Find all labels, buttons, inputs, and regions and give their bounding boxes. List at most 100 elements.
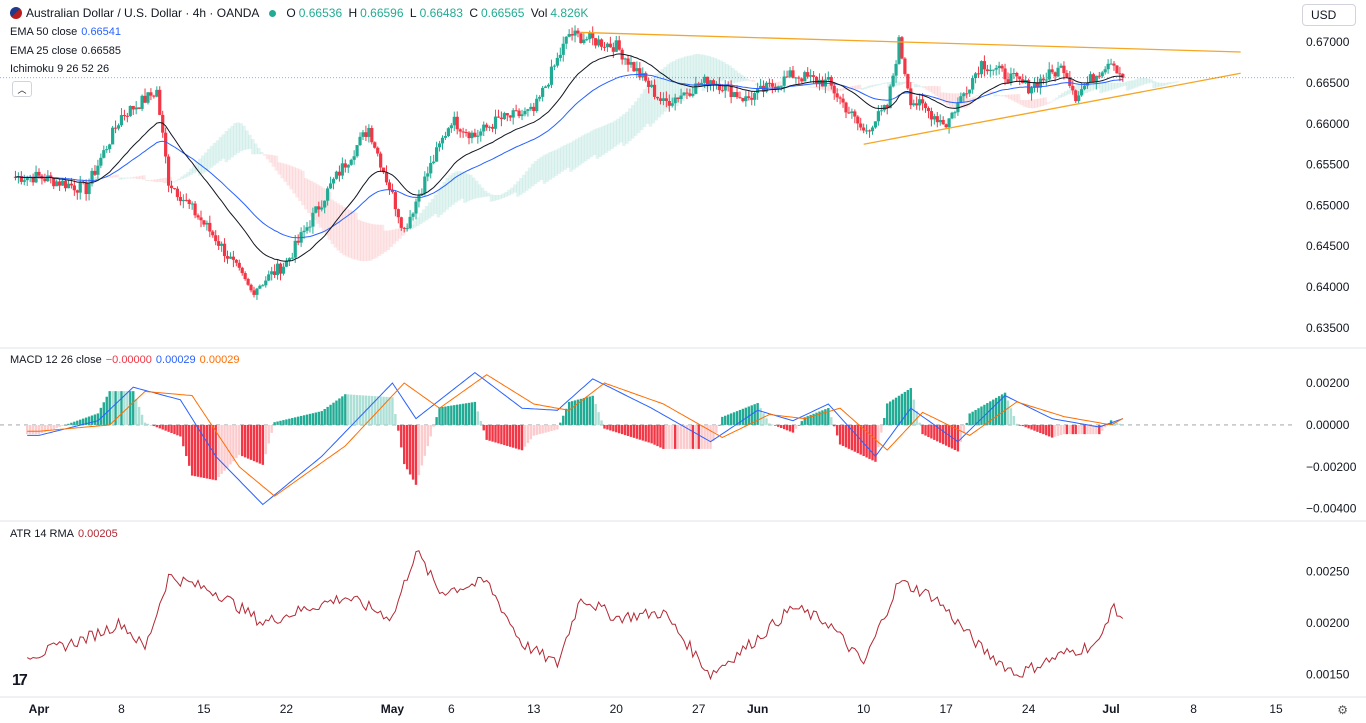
candle-body bbox=[570, 34, 574, 36]
ichimoku-cloud-segment bbox=[834, 89, 838, 92]
candle-body bbox=[629, 62, 633, 65]
macd-histogram-bar bbox=[34, 424, 38, 435]
candle-body bbox=[508, 115, 512, 118]
macd-histogram-bar bbox=[93, 414, 97, 425]
macd-histogram-bar bbox=[612, 424, 615, 432]
candle-body bbox=[393, 192, 397, 210]
macd-histogram-bar bbox=[656, 424, 659, 447]
ichimoku-cloud-segment bbox=[707, 55, 712, 88]
macd-histogram-bar bbox=[579, 398, 583, 425]
macd-histogram-bar bbox=[635, 424, 639, 439]
macd-histogram-bar bbox=[1092, 424, 1095, 435]
macd-axis-tick: −0.00400 bbox=[1306, 502, 1357, 516]
macd-histogram-bar bbox=[968, 413, 971, 425]
ichimoku-cloud-segment bbox=[448, 175, 452, 208]
macd-histogram-bar bbox=[718, 424, 721, 426]
ichimoku-cloud-segment bbox=[480, 187, 485, 198]
candle-body bbox=[134, 107, 138, 110]
macd-histogram-bar bbox=[264, 424, 267, 455]
ichimoku-cloud-segment bbox=[660, 69, 664, 115]
candle-body bbox=[122, 115, 127, 117]
candle-body bbox=[275, 263, 280, 276]
close-label: C bbox=[469, 6, 478, 20]
ichimoku-cloud-segment bbox=[801, 82, 806, 86]
gear-icon[interactable]: ⚙ bbox=[1337, 703, 1348, 717]
symbol-title[interactable]: Australian Dollar / U.S. Dollar · 4h · O… bbox=[26, 6, 260, 20]
macd-histogram-bar bbox=[196, 424, 200, 477]
ichimoku-cloud-segment bbox=[960, 93, 965, 109]
candle-body bbox=[214, 235, 218, 242]
macd-histogram-bar bbox=[226, 424, 229, 468]
legend-atr[interactable]: ATR 14 RMA 0.00205 bbox=[10, 528, 118, 540]
candle-body bbox=[78, 181, 82, 193]
macd-histogram-bar bbox=[1101, 424, 1104, 431]
macd-histogram-bar bbox=[894, 397, 898, 425]
ichimoku-cloud-segment bbox=[557, 148, 561, 174]
macd-histogram-bar bbox=[341, 396, 344, 425]
macd-histogram-bar bbox=[158, 424, 161, 429]
macd-histogram-bar bbox=[302, 415, 306, 425]
candle-body bbox=[1071, 85, 1075, 91]
ichimoku-cloud-segment bbox=[869, 85, 874, 88]
candle-body bbox=[596, 39, 601, 46]
macd-histogram-bar bbox=[79, 419, 82, 425]
ichimoku-cloud-segment bbox=[728, 65, 732, 85]
ichimoku-cloud-segment bbox=[775, 82, 779, 87]
macd-histogram-bar bbox=[647, 424, 650, 443]
legend-ema25[interactable]: EMA 25 close 0.66585 bbox=[10, 45, 121, 57]
ichimoku-cloud-segment bbox=[884, 82, 888, 84]
candle-body bbox=[582, 39, 586, 43]
ichimoku-cloud-segment bbox=[365, 222, 370, 261]
candle-body bbox=[694, 83, 698, 94]
candle-body bbox=[976, 73, 981, 75]
legend-ema50[interactable]: EMA 50 close 0.66541 bbox=[10, 26, 121, 38]
ichimoku-cloud-segment bbox=[922, 86, 927, 89]
currency-selector[interactable]: USD bbox=[1302, 4, 1356, 26]
macd-histogram-bar bbox=[344, 394, 347, 425]
candle-body bbox=[340, 163, 344, 176]
ichimoku-cloud-segment bbox=[663, 66, 667, 112]
macd-line bbox=[27, 371, 1123, 506]
ichimoku-cloud-segment bbox=[952, 93, 956, 109]
macd-histogram-bar bbox=[282, 420, 285, 425]
macd-histogram-bar bbox=[623, 424, 627, 436]
candle-body bbox=[732, 92, 736, 97]
candle-body bbox=[90, 170, 94, 184]
macd-histogram-bar bbox=[673, 424, 677, 449]
ichimoku-cloud-segment bbox=[351, 211, 355, 260]
candle-body bbox=[376, 147, 380, 154]
candle-body bbox=[490, 126, 495, 129]
candle-body bbox=[111, 127, 115, 145]
candle-body bbox=[705, 76, 710, 86]
ichimoku-cloud-segment bbox=[377, 224, 382, 256]
macd-histogram-bar bbox=[1033, 424, 1036, 431]
macd-histogram-bar bbox=[535, 424, 538, 435]
macd-histogram-bar bbox=[956, 424, 960, 452]
ichimoku-cloud-segment bbox=[766, 83, 771, 87]
ichimoku-cloud-segment bbox=[1093, 81, 1097, 90]
ichimoku-cloud-segment bbox=[1060, 92, 1065, 97]
macd-histogram-bar bbox=[349, 394, 353, 425]
ichimoku-cloud-segment bbox=[304, 178, 308, 210]
macd-histogram-bar bbox=[361, 395, 365, 425]
ichimoku-cloud-segment bbox=[533, 161, 538, 185]
legend-ichimoku[interactable]: Ichimoku 9 26 52 26 bbox=[10, 63, 109, 75]
macd-histogram-bar bbox=[314, 412, 318, 425]
candle-body bbox=[873, 121, 878, 128]
ichimoku-cloud-segment bbox=[875, 84, 879, 86]
legend-macd[interactable]: MACD 12 26 close −0.00000 0.00029 0.0002… bbox=[10, 354, 239, 366]
candle-body bbox=[225, 256, 230, 259]
candle-body bbox=[146, 92, 150, 103]
candle-body bbox=[912, 103, 916, 106]
macd-histogram-bar bbox=[190, 424, 194, 476]
ichimoku-cloud-segment bbox=[439, 185, 444, 215]
collapse-legend-button[interactable]: ︿ bbox=[12, 81, 32, 97]
macd-histogram-bar bbox=[909, 388, 912, 425]
candle-body bbox=[1003, 68, 1007, 80]
candle-body bbox=[644, 73, 648, 81]
macd-signal-line bbox=[27, 374, 1124, 497]
macd-histogram-bar bbox=[464, 403, 468, 425]
candle-body bbox=[679, 95, 683, 100]
macd-axis-tick: 0.00000 bbox=[1306, 418, 1350, 432]
